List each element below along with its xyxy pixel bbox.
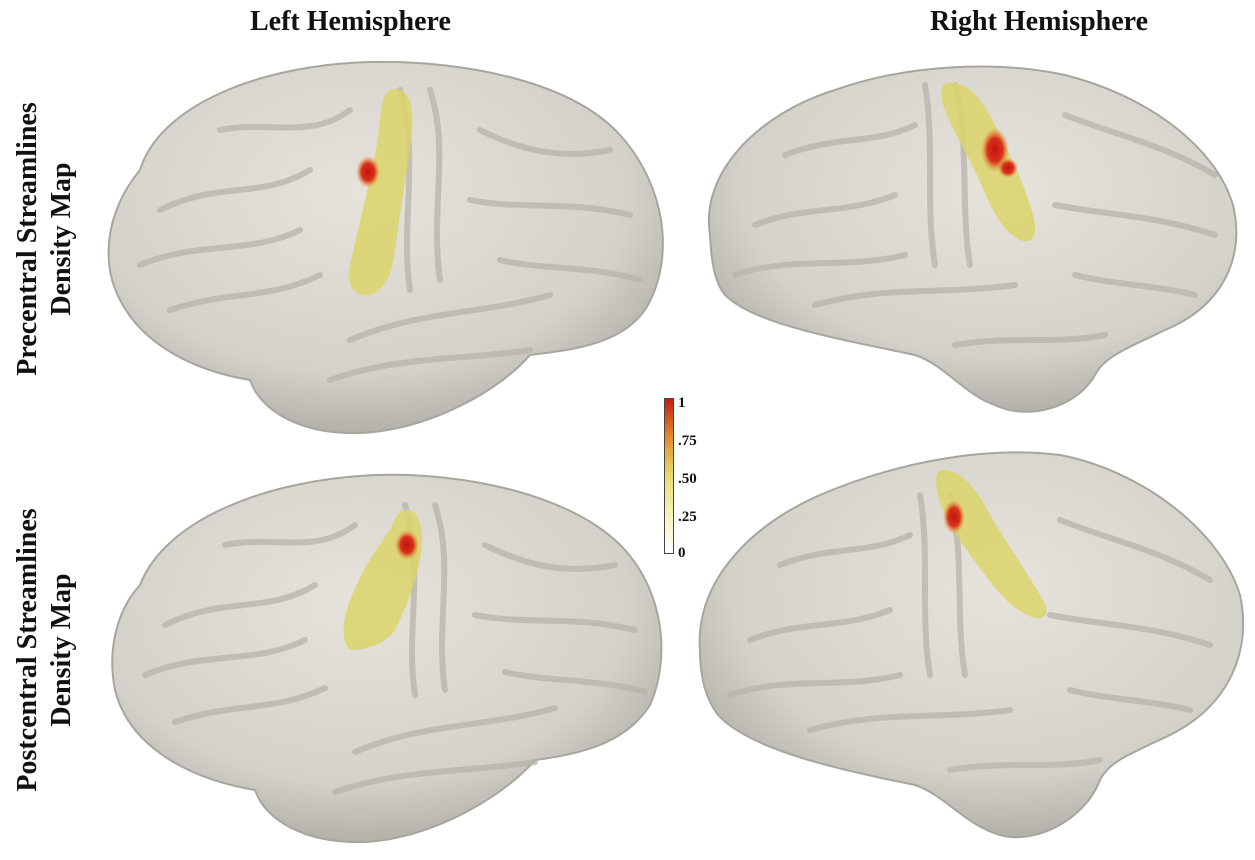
brain-outline <box>707 65 1238 413</box>
density-peak <box>395 530 419 560</box>
colorbar-tick-075: .75 <box>678 433 697 449</box>
brain-outline <box>111 473 663 844</box>
brain-outline <box>698 451 1245 839</box>
postcentral-row-title-line1: Postcentral Streamlines <box>12 508 43 792</box>
brain-left-precentral <box>100 50 670 435</box>
postcentral-row-title-line2: Density Map <box>46 573 77 727</box>
brain-left-postcentral <box>105 460 670 845</box>
brain-right-postcentral <box>690 440 1255 850</box>
density-peak-secondary <box>998 158 1018 178</box>
colorbar-tick-050: .50 <box>678 471 697 487</box>
right-hemisphere-title: Right Hemisphere <box>930 6 1149 37</box>
colorbar-tick-1: 1 <box>678 395 686 411</box>
density-overlay <box>348 89 413 296</box>
density-peak <box>356 156 380 188</box>
left-hemisphere-title: Left Hemisphere <box>250 6 451 37</box>
colorbar-tick-025: .25 <box>678 509 697 525</box>
density-overlay <box>936 469 1047 619</box>
precentral-row-title-line2: Density Map <box>46 162 77 316</box>
colorbar-tick-0: 0 <box>678 545 686 561</box>
density-peak <box>943 500 965 534</box>
postcentral-row-title: Postcentral Streamlines Density Map <box>11 440 79 860</box>
precentral-row-title: Precentral Streamlines Density Map <box>11 29 79 449</box>
brain-right-precentral <box>695 55 1240 420</box>
precentral-row-title-line1: Precentral Streamlines <box>12 102 43 376</box>
density-colorbar <box>664 398 674 554</box>
